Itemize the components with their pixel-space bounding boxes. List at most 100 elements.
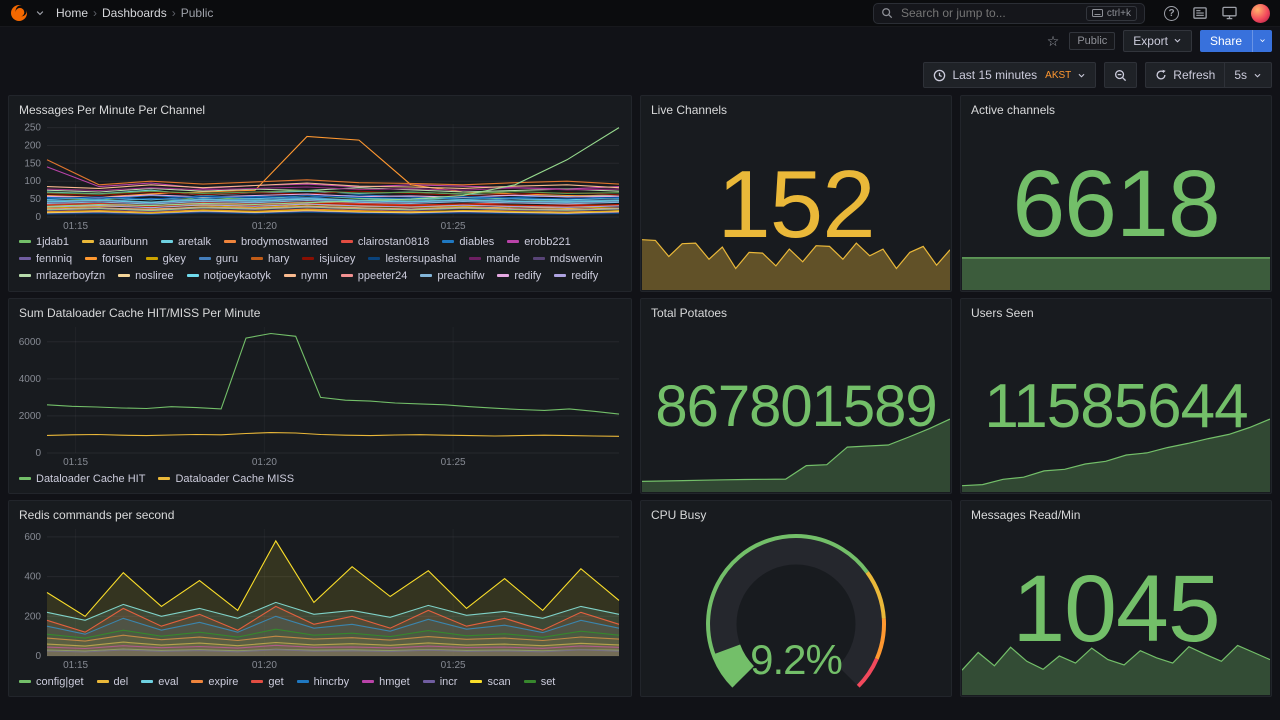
legend-item[interactable]: ppeeter24	[340, 268, 407, 283]
legend-item[interactable]: get	[251, 674, 284, 689]
legend-item[interactable]: 1jdab1	[19, 234, 69, 249]
news-icon	[1193, 7, 1207, 19]
breadcrumb-public[interactable]: Public	[180, 6, 214, 20]
help-button[interactable]: ?	[1164, 5, 1179, 21]
panel-title[interactable]: CPU Busy	[651, 508, 707, 522]
legend-item[interactable]: scan	[470, 674, 511, 689]
share-dropdown-button[interactable]	[1252, 29, 1272, 52]
legend-item[interactable]: Dataloader Cache MISS	[158, 471, 294, 486]
legend-item[interactable]: mdswervin	[533, 251, 603, 266]
legend-label: scan	[487, 675, 511, 688]
legend-item[interactable]: vixl	[412, 285, 445, 289]
legend-item[interactable]: config|get	[19, 674, 84, 689]
grafana-logo[interactable]	[10, 4, 28, 22]
legend-swatch	[19, 477, 31, 480]
legend-swatch	[251, 680, 264, 683]
legend-item[interactable]: samukkha	[92, 285, 159, 289]
legend-item[interactable]: incr	[422, 674, 457, 689]
timeseries-chart[interactable]: 0 2000 4000 6000 01:15 01:20 01:25	[11, 321, 625, 469]
breadcrumb-dashboards[interactable]: Dashboards	[102, 6, 167, 20]
legend-label: fennniq	[36, 252, 73, 265]
panel-title[interactable]: Sum Dataloader Cache HIT/MISS Per Minute	[19, 306, 261, 320]
legend-swatch	[420, 274, 433, 277]
panel-title[interactable]: Messages Per Minute Per Channel	[19, 103, 206, 117]
legend-item[interactable]: hincrby	[296, 674, 350, 689]
panel-title[interactable]: Live Channels	[651, 103, 728, 117]
legend-item[interactable]: guru	[198, 251, 238, 266]
legend-item[interactable]: del	[96, 674, 128, 689]
shortcut-badge: ctrl+k	[1085, 5, 1137, 21]
legend-item[interactable]: redify	[554, 268, 598, 283]
legend-swatch	[19, 680, 31, 683]
timeseries-chart[interactable]: 0 200 400 600 01:15 01:20 01:25	[11, 523, 625, 672]
legend-item[interactable]: clairostan0818	[340, 234, 429, 249]
svg-text:250: 250	[24, 123, 41, 134]
star-icon: ☆	[1046, 32, 1060, 49]
zoom-out-button[interactable]	[1104, 62, 1138, 88]
legend-item[interactable]: gkey	[145, 251, 186, 266]
search-input[interactable]	[899, 5, 1080, 21]
legend-swatch	[96, 680, 109, 683]
legend-label: preachifw	[437, 269, 485, 282]
legend-item[interactable]: eval	[141, 674, 178, 689]
monitor-button[interactable]	[1222, 6, 1237, 20]
panel-title[interactable]: Users Seen	[971, 306, 1034, 320]
legend-item[interactable]: redify	[497, 268, 541, 283]
legend-item[interactable]: lestersupashal	[368, 251, 456, 266]
user-menu-button[interactable]	[1251, 3, 1270, 23]
legend-item[interactable]: isjuicey	[302, 251, 355, 266]
legend-label: mrlazerboyfzn	[36, 269, 106, 282]
legend-item[interactable]: diables	[442, 234, 494, 249]
legend-item[interactable]: mrlazerboyfzn	[19, 268, 105, 283]
legend-item[interactable]: aretalk	[160, 234, 211, 249]
legend-item[interactable]: set	[523, 674, 555, 689]
svg-text:0: 0	[35, 448, 41, 459]
svg-text:0: 0	[35, 212, 41, 223]
legend-item[interactable]: twomanylegs	[247, 285, 328, 289]
legend-item[interactable]: valkyrae	[341, 285, 399, 289]
legend-item[interactable]: hary	[250, 251, 289, 266]
chevron-down-icon[interactable]	[35, 8, 45, 18]
star-button[interactable]: ☆	[1045, 32, 1062, 50]
search-input-box[interactable]: ctrl+k	[873, 2, 1145, 24]
legend-item[interactable]: forsen	[85, 251, 133, 266]
legend-item[interactable]: fennniq	[19, 251, 72, 266]
share-button[interactable]: Share	[1199, 29, 1252, 52]
legend-label: Dataloader Cache MISS	[175, 472, 295, 485]
timeseries-chart[interactable]: 0 50 100 150 200 250 01:15 01:20 01:25	[11, 118, 625, 233]
legend-item[interactable]: toptierkid	[172, 285, 234, 289]
legend-item[interactable]: aauribunn	[82, 234, 148, 249]
panel-title[interactable]: Total Potatoes	[651, 306, 728, 320]
legend-item[interactable]: Dataloader Cache HIT	[19, 471, 145, 486]
export-button[interactable]: Export	[1123, 29, 1192, 52]
legend-item[interactable]: expire	[191, 674, 238, 689]
export-label: Export	[1133, 33, 1168, 48]
legend-item[interactable]: nosliree	[118, 268, 174, 283]
legend-item[interactable]: hmget	[362, 674, 410, 689]
time-range-picker[interactable]: Last 15 minutes AKST	[923, 62, 1097, 88]
legend-item[interactable]: retonyan	[19, 285, 79, 289]
legend-label: vixl	[429, 287, 445, 289]
panel-title[interactable]: Redis commands per second	[19, 508, 175, 522]
svg-text:400: 400	[24, 572, 41, 583]
legend-item[interactable]: notjoeykaotyk	[186, 268, 271, 283]
legend-label: samukkha	[109, 287, 159, 289]
news-button[interactable]	[1193, 6, 1208, 20]
legend-swatch	[191, 680, 204, 683]
legend-item[interactable]: erobb221	[507, 234, 571, 249]
legend-item[interactable]: nymn	[283, 268, 328, 283]
legend-label: hincrby	[313, 675, 350, 688]
legend-item[interactable]: vulpeshd	[458, 285, 519, 289]
refresh-button[interactable]: Refresh	[1145, 62, 1225, 88]
panel-title[interactable]: Active channels	[971, 103, 1056, 117]
breadcrumb-home[interactable]: Home	[56, 6, 89, 20]
legend-label: diables	[459, 235, 495, 248]
panel-total-potatoes: Total Potatoes 867801589	[640, 298, 952, 494]
legend-item[interactable]: mande	[469, 251, 520, 266]
legend-item[interactable]: xoxxly	[532, 285, 580, 289]
legend-item[interactable]: preachifw	[420, 268, 484, 283]
refresh-interval-dropdown[interactable]: 5s	[1224, 62, 1272, 88]
zoom-out-icon	[1115, 69, 1127, 81]
legend-item[interactable]: brodymostwanted	[224, 234, 328, 249]
panel-title[interactable]: Messages Read/Min	[971, 508, 1081, 522]
